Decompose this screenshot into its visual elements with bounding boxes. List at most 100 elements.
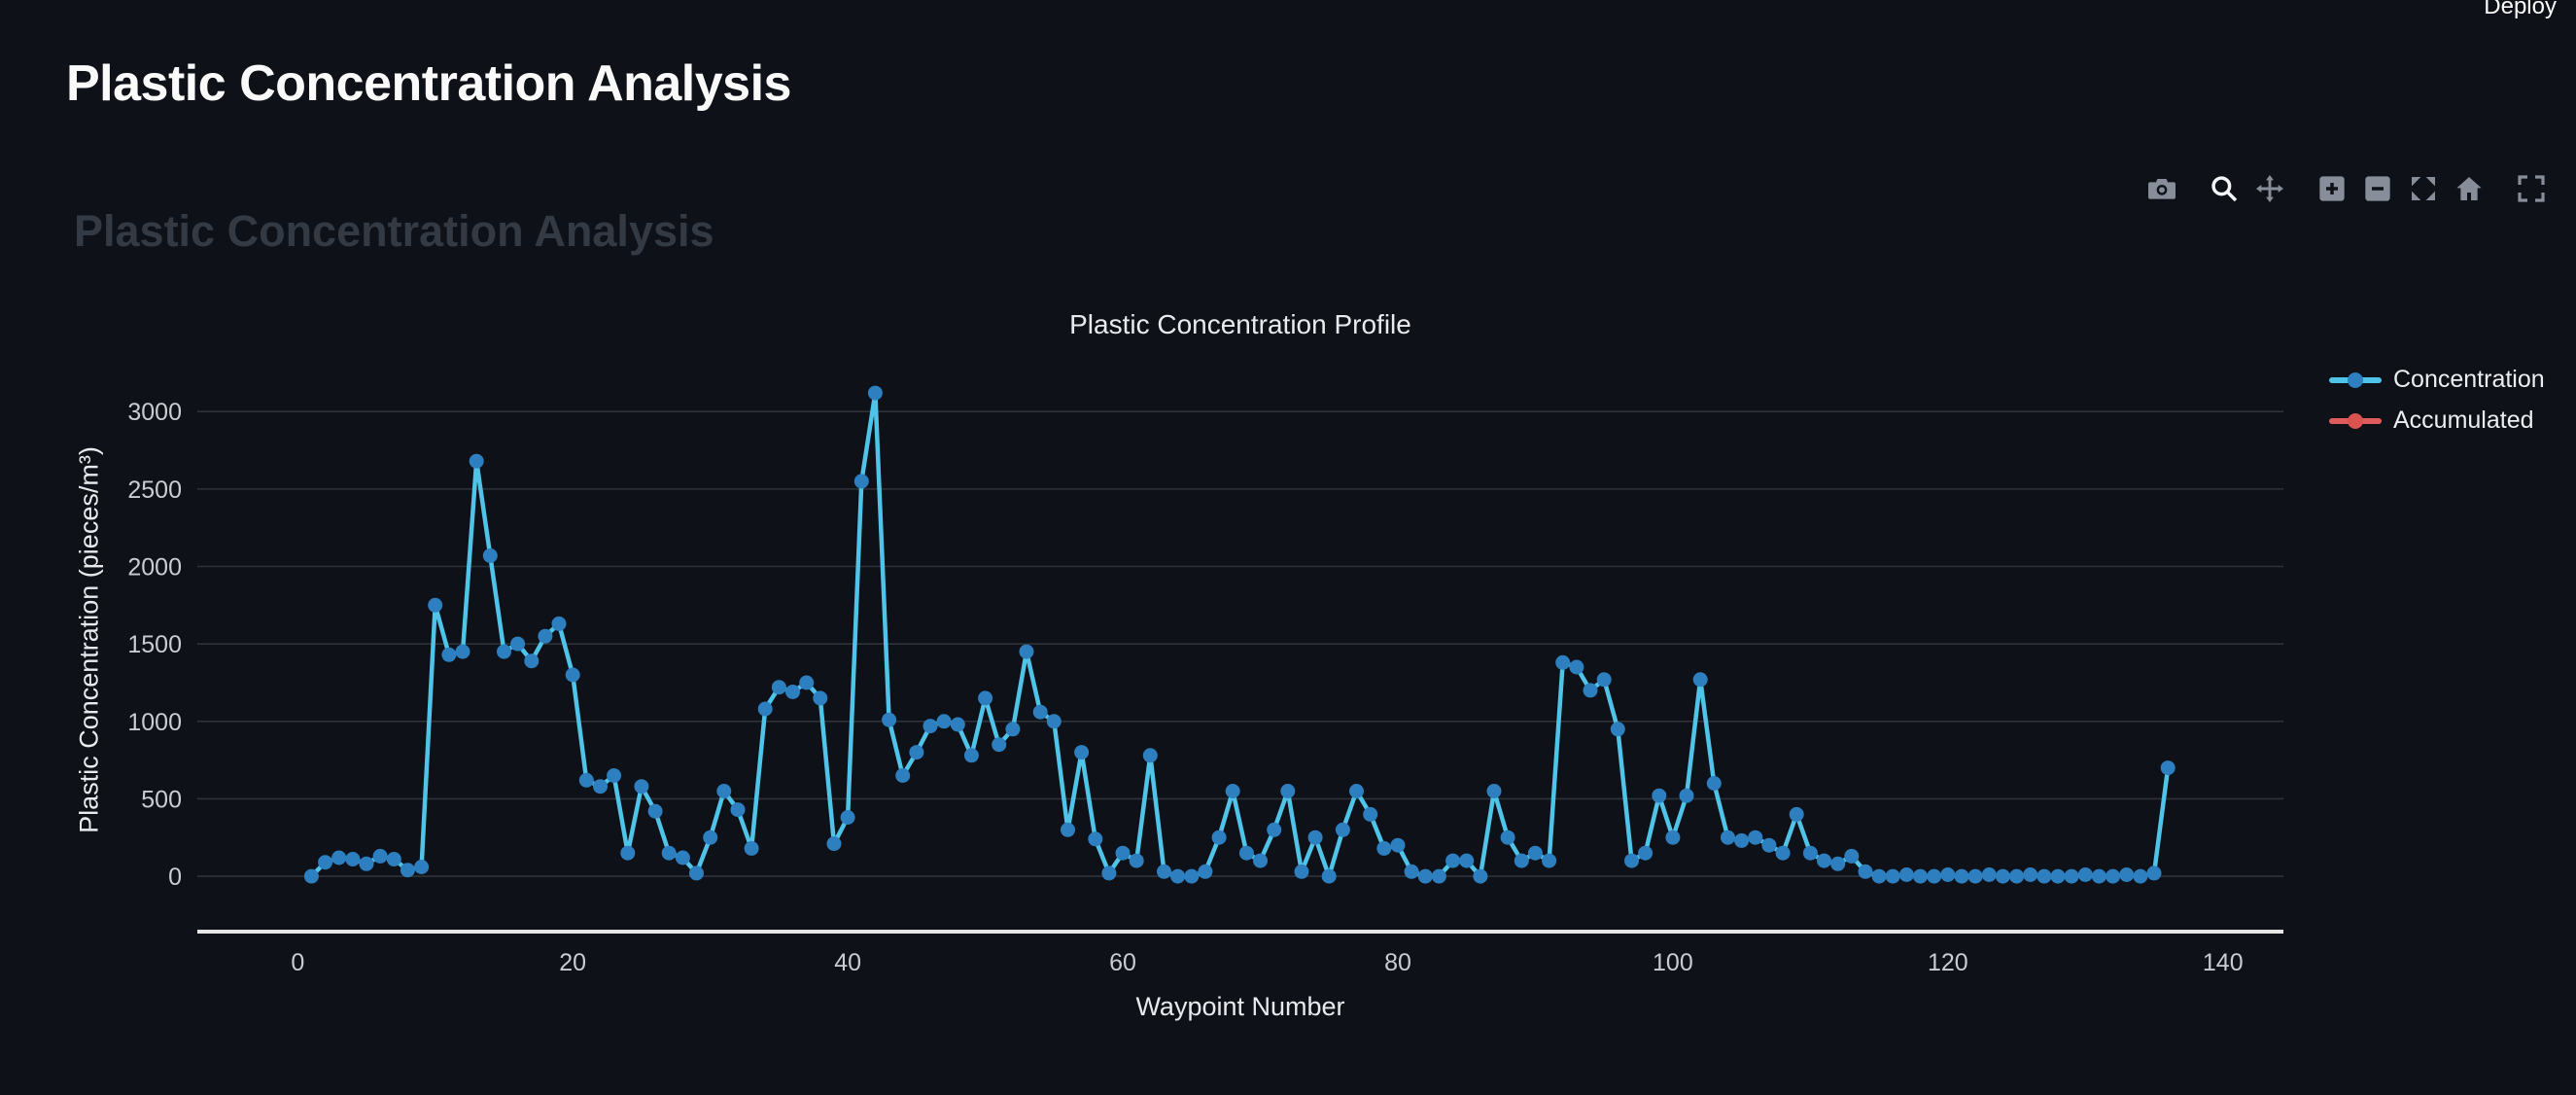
data-point-marker bbox=[661, 845, 677, 861]
data-point-marker bbox=[345, 852, 361, 866]
data-point-marker bbox=[1500, 830, 1515, 845]
data-point-marker bbox=[607, 768, 622, 783]
reset-axes-icon[interactable] bbox=[2454, 173, 2485, 204]
fullscreen-icon[interactable] bbox=[2516, 173, 2547, 204]
data-point-marker bbox=[647, 803, 663, 819]
data-point-marker bbox=[1885, 868, 1900, 884]
page-title: Plastic Concentration Analysis bbox=[66, 55, 791, 112]
data-point-marker bbox=[757, 701, 773, 717]
autoscale-icon[interactable] bbox=[2408, 173, 2439, 204]
y-tick-label: 500 bbox=[141, 786, 182, 813]
data-point-marker bbox=[2091, 868, 2106, 884]
data-point-marker bbox=[1927, 868, 1942, 884]
legend-line-sample bbox=[2329, 412, 2382, 429]
data-point-marker bbox=[551, 616, 567, 631]
data-point-marker bbox=[963, 748, 979, 763]
data-point-marker bbox=[1665, 830, 1681, 845]
data-point-marker bbox=[1088, 831, 1103, 847]
data-point-marker bbox=[2146, 865, 2162, 881]
data-point-marker bbox=[1459, 853, 1475, 868]
legend-marker-dot bbox=[2348, 412, 2363, 429]
data-point-marker bbox=[771, 680, 786, 695]
data-point-marker bbox=[1101, 865, 1117, 881]
data-point-marker bbox=[1376, 840, 1392, 856]
data-point-marker bbox=[813, 690, 828, 706]
data-point-marker bbox=[1431, 868, 1446, 884]
data-point-marker bbox=[1390, 837, 1406, 853]
data-point-marker bbox=[1514, 853, 1529, 868]
data-point-marker bbox=[2064, 868, 2079, 884]
zoom-icon[interactable] bbox=[2209, 173, 2240, 204]
y-tick-label: 2000 bbox=[127, 554, 182, 582]
camera-icon[interactable] bbox=[2146, 173, 2177, 204]
data-point-marker bbox=[799, 675, 815, 690]
legend-item-accumulated[interactable]: Accumulated bbox=[2329, 406, 2545, 435]
data-point-marker bbox=[1940, 867, 1956, 882]
plot-area[interactable]: 0 500 1000 1500 2000 2500 3000 0 20 40 60 80 100 120 1… bbox=[127, 374, 2283, 976]
data-point-marker bbox=[565, 667, 580, 683]
data-point-marker bbox=[1157, 864, 1171, 879]
data-point-marker bbox=[441, 647, 457, 662]
zoom-in-icon[interactable] bbox=[2316, 173, 2348, 204]
data-point-marker bbox=[978, 690, 993, 706]
data-point-marker bbox=[1115, 845, 1131, 861]
y-tick-label: 1500 bbox=[127, 631, 182, 658]
data-point-marker bbox=[1184, 868, 1200, 884]
data-point-marker bbox=[716, 784, 732, 798]
data-point-marker bbox=[1307, 830, 1323, 845]
x-tick-label: 0 bbox=[291, 949, 304, 976]
data-point-marker bbox=[1473, 868, 1488, 884]
data-point-marker bbox=[1238, 845, 1254, 861]
data-point-marker bbox=[1954, 868, 1969, 884]
legend-item-concentration[interactable]: Concentration bbox=[2329, 366, 2545, 394]
x-tick-label: 80 bbox=[1384, 949, 1411, 976]
data-point-marker bbox=[1967, 868, 1983, 884]
y-tick-label: 2500 bbox=[127, 477, 182, 504]
deploy-button[interactable]: Deploy bbox=[2484, 0, 2557, 19]
data-point-marker bbox=[895, 768, 911, 783]
data-point-marker bbox=[1802, 845, 1818, 861]
data-point-marker bbox=[386, 852, 401, 866]
data-point-marker bbox=[922, 719, 938, 734]
y-tick-label: 0 bbox=[168, 864, 182, 891]
x-tick-label: 120 bbox=[1928, 949, 1968, 976]
data-point-marker bbox=[2050, 868, 2066, 884]
data-point-marker bbox=[1074, 745, 1090, 760]
x-tick-label: 40 bbox=[834, 949, 861, 976]
ghost-heading: Plastic Concentration Analysis bbox=[74, 206, 714, 256]
data-point-marker bbox=[1748, 830, 1763, 845]
data-point-marker bbox=[1019, 644, 1034, 659]
pan-icon[interactable] bbox=[2254, 173, 2285, 204]
data-point-marker bbox=[1417, 868, 1433, 884]
data-point-marker bbox=[1211, 830, 1227, 845]
data-point-marker bbox=[2023, 867, 2038, 882]
data-point-marker bbox=[730, 802, 746, 818]
data-point-marker bbox=[1721, 830, 1735, 845]
data-point-marker bbox=[950, 717, 965, 732]
data-point-marker bbox=[1652, 788, 1667, 803]
data-point-marker bbox=[703, 830, 718, 845]
data-point-marker bbox=[1542, 853, 1557, 868]
data-point-marker bbox=[1692, 672, 1708, 688]
zoom-out-icon[interactable] bbox=[2362, 173, 2393, 204]
data-point-marker bbox=[510, 636, 526, 652]
data-point-marker bbox=[1129, 853, 1144, 868]
data-point-marker bbox=[1321, 868, 1337, 884]
data-point-marker bbox=[428, 597, 443, 613]
data-point-marker bbox=[538, 628, 553, 644]
data-point-marker bbox=[826, 836, 842, 852]
data-point-marker bbox=[1527, 845, 1543, 861]
data-point-marker bbox=[2133, 868, 2148, 884]
data-point-marker bbox=[1734, 832, 1750, 848]
data-point-marker bbox=[744, 840, 759, 856]
data-point-marker bbox=[785, 685, 800, 699]
data-point-marker bbox=[1871, 868, 1887, 884]
data-point-marker bbox=[1032, 704, 1048, 720]
chart-title: Plastic Concentration Profile bbox=[1069, 309, 1411, 339]
data-point-marker bbox=[400, 863, 415, 878]
data-point-marker bbox=[1404, 864, 1419, 879]
legend-label: Concentration bbox=[2393, 366, 2545, 393]
data-point-marker bbox=[372, 848, 388, 864]
data-point-marker bbox=[2160, 760, 2176, 776]
data-point-marker bbox=[1638, 845, 1654, 861]
